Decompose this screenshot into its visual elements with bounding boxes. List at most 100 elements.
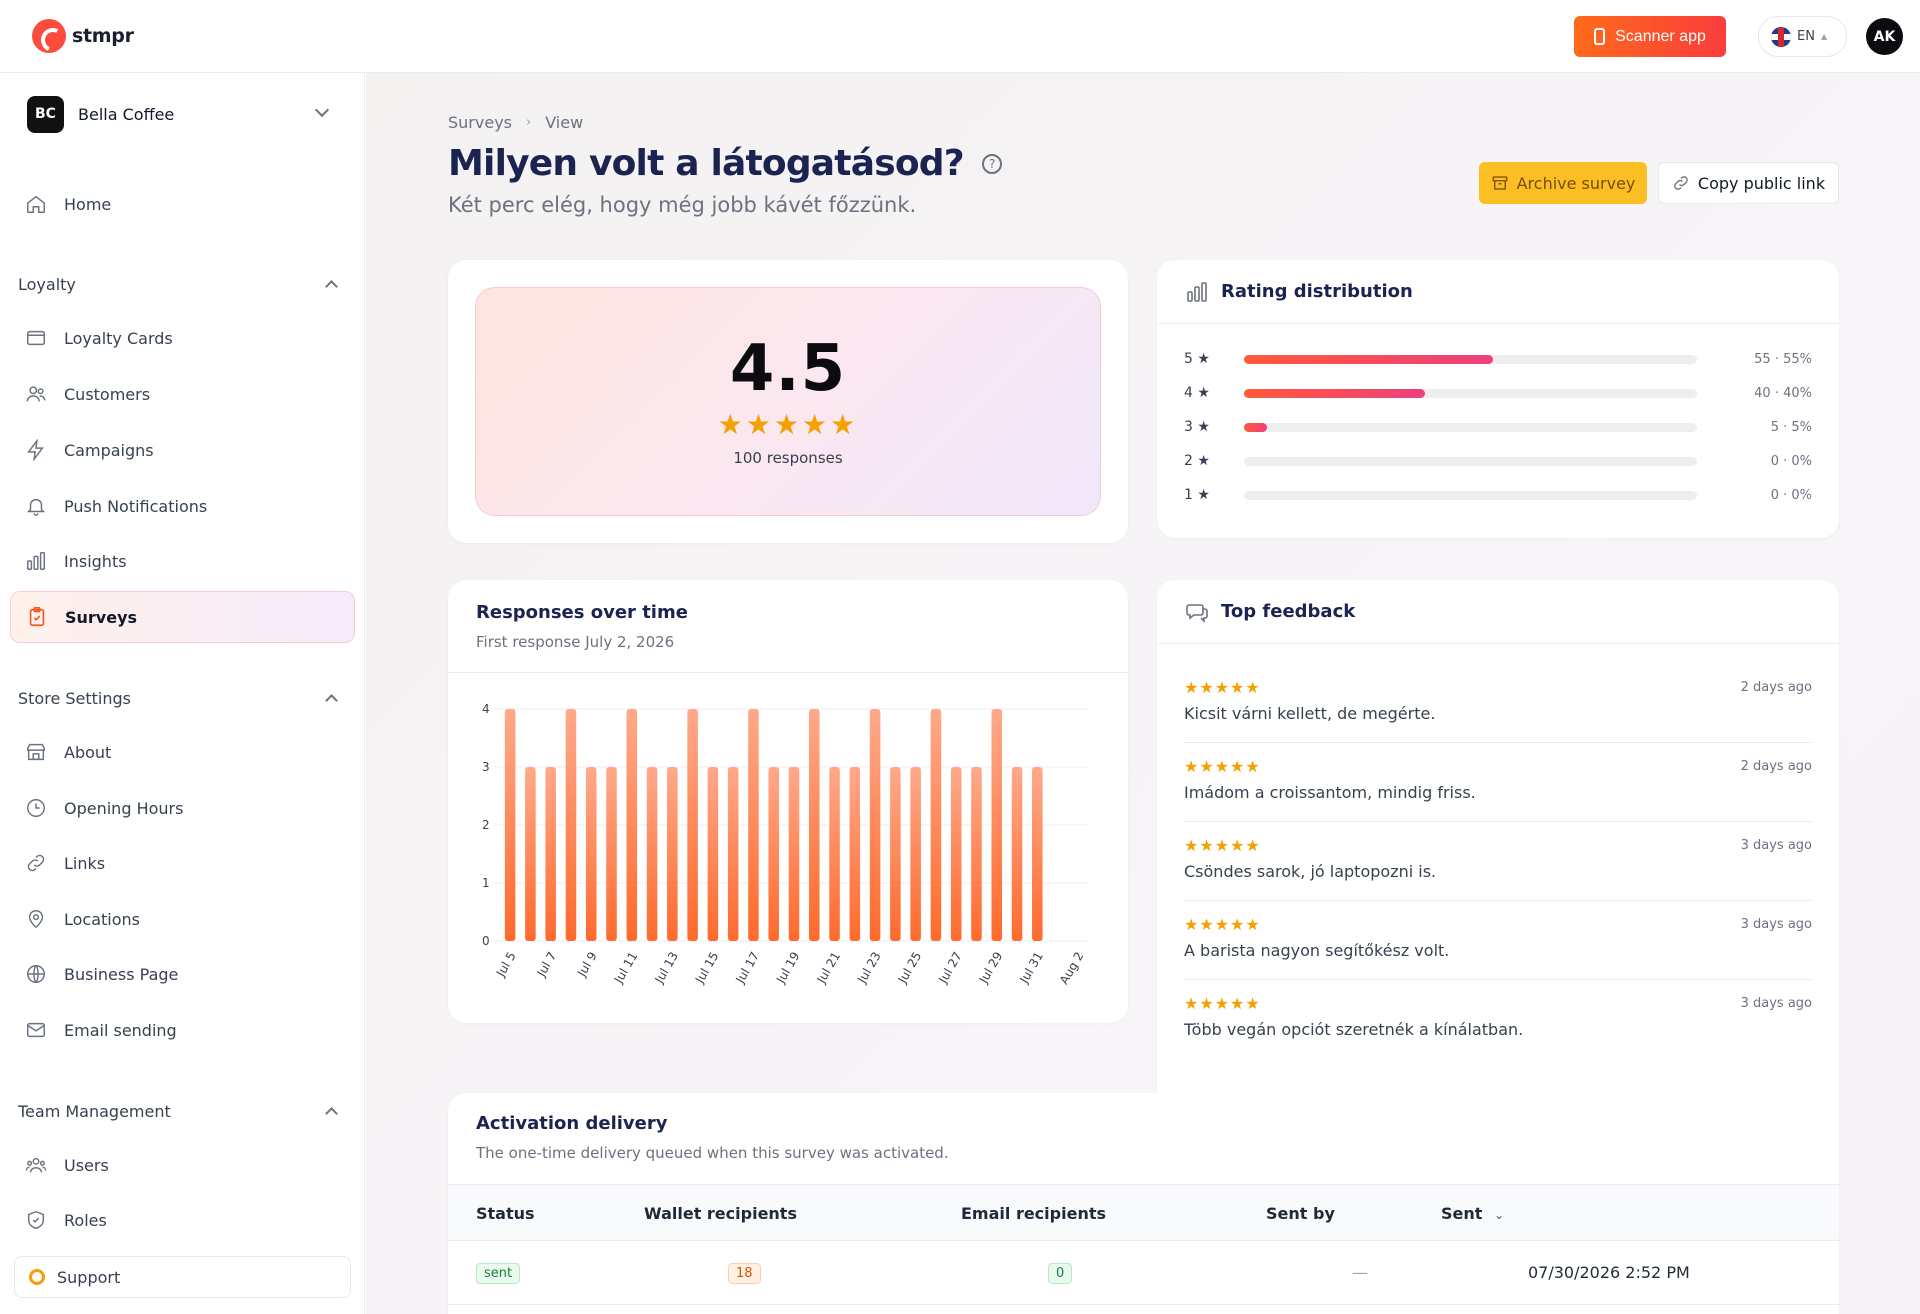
section-title-team-management[interactable]: Team Management <box>18 1102 171 1121</box>
chart-bar[interactable] <box>890 767 901 941</box>
feedback-time: 3 days ago <box>1740 996 1812 1011</box>
chart-bar[interactable] <box>687 709 698 941</box>
column-header-email: Email recipients <box>961 1204 1106 1223</box>
sent-date-cell: 07/30/2026 2:52 PM <box>1528 1263 1690 1282</box>
app-logo[interactable]: stmpr <box>32 19 134 53</box>
chart-bar[interactable] <box>545 767 556 941</box>
main-content: Surveys › View Milyen volt a látogatásod… <box>366 73 1920 1314</box>
feedback-text: Csöndes sarok, jó laptopozni is. <box>1184 862 1437 881</box>
sidebar-item-locations[interactable]: Locations <box>10 895 355 943</box>
sidebar-item-loyalty-cards[interactable]: Loyalty Cards <box>10 314 355 362</box>
rating-count: 0 · 0% <box>1770 487 1812 503</box>
chart-bar[interactable] <box>930 709 942 941</box>
sidebar-item-about[interactable]: About <box>10 728 355 776</box>
chart-bar[interactable] <box>971 767 982 941</box>
chart-bar[interactable] <box>525 767 536 941</box>
chevron-up-icon[interactable] <box>325 694 338 707</box>
chart-bar[interactable] <box>707 767 719 941</box>
sidebar-item-surveys[interactable]: Surveys <box>10 591 355 643</box>
chart-bar[interactable] <box>585 767 597 941</box>
chart-bar[interactable] <box>910 767 921 941</box>
chart-bar[interactable] <box>950 767 962 941</box>
sidebar-item-business-page[interactable]: Business Page <box>10 950 355 998</box>
chart-bar[interactable] <box>809 709 820 941</box>
chart-bar[interactable] <box>869 709 881 941</box>
column-header-sent[interactable]: Sent ⌄ <box>1441 1204 1504 1223</box>
store-switcher[interactable]: BC Bella Coffee <box>27 95 337 133</box>
table-header-row: Status Wallet recipients Email recipient… <box>448 1184 1839 1241</box>
sidebar-item-label: Roles <box>64 1210 107 1230</box>
chart-bar[interactable] <box>606 767 617 941</box>
sent-by-cell: — <box>1352 1263 1368 1282</box>
chart-bar[interactable] <box>1011 767 1023 941</box>
x-tick-label: Jul 5 <box>493 950 519 980</box>
chart-bar[interactable] <box>829 767 840 941</box>
link-icon <box>1674 176 1688 190</box>
sidebar-item-push-notifications[interactable]: Push Notifications <box>10 482 355 530</box>
breadcrumb: Surveys › View <box>448 113 583 132</box>
distribution-row: 2 ★ 0 · 0% <box>1184 452 1812 470</box>
feedback-stars: ★★★★★ <box>1184 678 1261 697</box>
sidebar-item-roles[interactable]: Roles <box>10 1196 355 1244</box>
chevron-up-icon[interactable] <box>325 1107 338 1120</box>
chart-bar[interactable] <box>768 767 779 941</box>
archive-survey-button[interactable]: Archive survey <box>1479 162 1647 204</box>
help-icon[interactable]: ? <box>981 153 1002 174</box>
sidebar-item-insights[interactable]: Insights <box>10 537 355 585</box>
language-selector[interactable]: EN ▲ <box>1758 16 1847 57</box>
sidebar-item-links[interactable]: Links <box>10 839 355 887</box>
rating-bar-track <box>1244 354 1697 364</box>
sidebar-item-customers[interactable]: Customers <box>10 370 355 418</box>
user-avatar[interactable]: AK <box>1866 18 1903 55</box>
map-pin-icon <box>24 907 48 931</box>
x-tick-label: Jul 31 <box>1017 950 1046 987</box>
bar-chart-icon <box>24 549 48 573</box>
sidebar-item-label: Home <box>64 194 112 214</box>
scanner-app-button[interactable]: Scanner app <box>1574 16 1726 57</box>
rating-distribution-title: Rating distribution <box>1221 281 1413 302</box>
wallet-cell: 18 <box>728 1262 761 1284</box>
support-label: Support <box>57 1267 121 1287</box>
sidebar-item-label: Insights <box>64 551 127 571</box>
chart-bar[interactable] <box>626 709 638 941</box>
copy-public-link-button[interactable]: Copy public link <box>1658 162 1839 204</box>
chart-bar[interactable] <box>667 767 678 941</box>
email-recipients-badge: 0 <box>1048 1263 1073 1284</box>
rating-label: 3 ★ <box>1184 419 1210 435</box>
sidebar-item-label: Loyalty Cards <box>64 328 173 348</box>
chart-bar[interactable] <box>1032 767 1043 941</box>
breadcrumb-surveys[interactable]: Surveys <box>448 113 512 132</box>
support-button[interactable]: Support <box>14 1256 351 1298</box>
sidebar-item-label: Opening Hours <box>64 798 184 818</box>
chart-bar[interactable] <box>565 709 577 941</box>
section-title-loyalty[interactable]: Loyalty <box>18 275 76 294</box>
chart-bar[interactable] <box>646 767 658 941</box>
rating-label: 1 ★ <box>1184 487 1210 503</box>
average-score: 4.5 <box>729 332 847 406</box>
sidebar-item-opening-hours[interactable]: Opening Hours <box>10 784 355 832</box>
x-tick-label: Jul 27 <box>935 950 964 987</box>
sidebar-item-home[interactable]: Home <box>10 180 355 228</box>
x-tick-label: Aug 2 <box>1057 950 1087 987</box>
email-cell: 0 <box>1048 1262 1073 1284</box>
chart-bar[interactable] <box>788 767 800 941</box>
feedback-text: A barista nagyon segítőkész volt. <box>1184 941 1450 960</box>
sidebar-item-label: Customers <box>64 384 151 404</box>
chart-bar[interactable] <box>748 709 759 941</box>
bar-chart-icon <box>1187 281 1207 302</box>
sidebar-item-users[interactable]: Users <box>10 1141 355 1189</box>
chart-bar[interactable] <box>504 709 516 941</box>
rating-distribution-card: Rating distribution 5 ★ 55 · 55% 4 ★ 40 · 4… <box>1157 260 1839 538</box>
feedback-item: ★★★★★ 3 days ago Több vegán opciót szeretn… <box>1184 980 1812 1059</box>
sidebar-item-email-sending[interactable]: Email sending <box>10 1006 355 1054</box>
chart-bar[interactable] <box>727 767 739 941</box>
chevron-up-icon[interactable] <box>325 280 338 293</box>
sidebar-item-campaigns[interactable]: Campaigns <box>10 426 355 474</box>
chart-bar[interactable] <box>991 709 1003 941</box>
section-title-store-settings[interactable]: Store Settings <box>18 689 131 708</box>
sidebar-item-label: Push Notifications <box>64 496 208 516</box>
responses-subtitle: First response July 2, 2026 <box>476 633 675 651</box>
chart-bar[interactable] <box>849 767 861 941</box>
feedback-item: ★★★★★ 2 days ago Imádom a croissantom, min… <box>1184 743 1812 822</box>
responses-over-time-card: Responses over time First response July … <box>448 580 1128 1023</box>
